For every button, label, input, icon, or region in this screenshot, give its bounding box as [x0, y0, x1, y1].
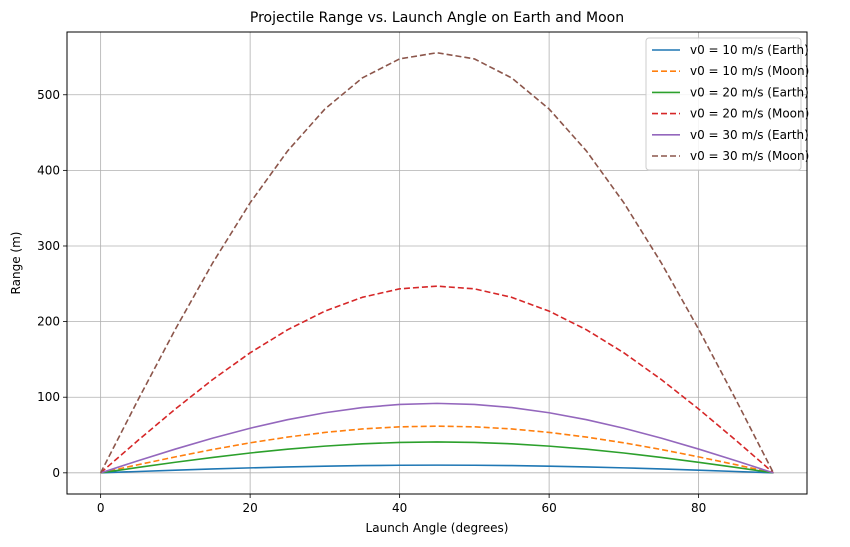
y-tick-label: 200	[37, 315, 60, 329]
chart-title: Projectile Range vs. Launch Angle on Ear…	[250, 10, 624, 26]
series-lines	[99, 51, 775, 474]
y-tick-label: 0	[52, 466, 60, 480]
legend: v0 = 10 m/s (Earth) v0 = 10 m/s (Moon) v0 …	[645, 37, 809, 171]
x-tick-label: 40	[392, 501, 407, 515]
series-line-6	[99, 51, 775, 474]
legend-label: v0 = 30 m/s (Moon)	[690, 149, 809, 163]
x-axis: 0 20 40 60 80	[97, 494, 706, 515]
x-tick-label: 0	[97, 501, 105, 515]
legend-box	[645, 37, 802, 171]
legend-label: v0 = 10 m/s (Moon)	[690, 64, 809, 78]
y-tick-label: 300	[37, 239, 60, 253]
x-tick-label: 20	[242, 501, 257, 515]
y-tick-label: 100	[37, 390, 60, 404]
y-tick-label: 500	[37, 88, 60, 102]
y-axis: 0 100 200 300 400 500	[37, 88, 67, 480]
legend-label: v0 = 30 m/s (Earth)	[690, 128, 809, 142]
series-line-4	[100, 285, 774, 474]
x-tick-label: 80	[691, 501, 706, 515]
plot-area-frame	[66, 31, 808, 495]
series-line-3	[100, 441, 774, 474]
y-axis-label: Range (m)	[9, 232, 23, 295]
series-line-1	[100, 464, 774, 474]
x-tick-label: 60	[541, 501, 556, 515]
legend-label: v0 = 10 m/s (Earth)	[690, 43, 809, 57]
x-axis-label: Launch Angle (degrees)	[366, 521, 509, 535]
legend-label: v0 = 20 m/s (Earth)	[690, 85, 809, 99]
legend-label: v0 = 20 m/s (Moon)	[690, 107, 809, 121]
y-tick-label: 400	[37, 163, 60, 177]
series-line-5	[100, 402, 774, 474]
